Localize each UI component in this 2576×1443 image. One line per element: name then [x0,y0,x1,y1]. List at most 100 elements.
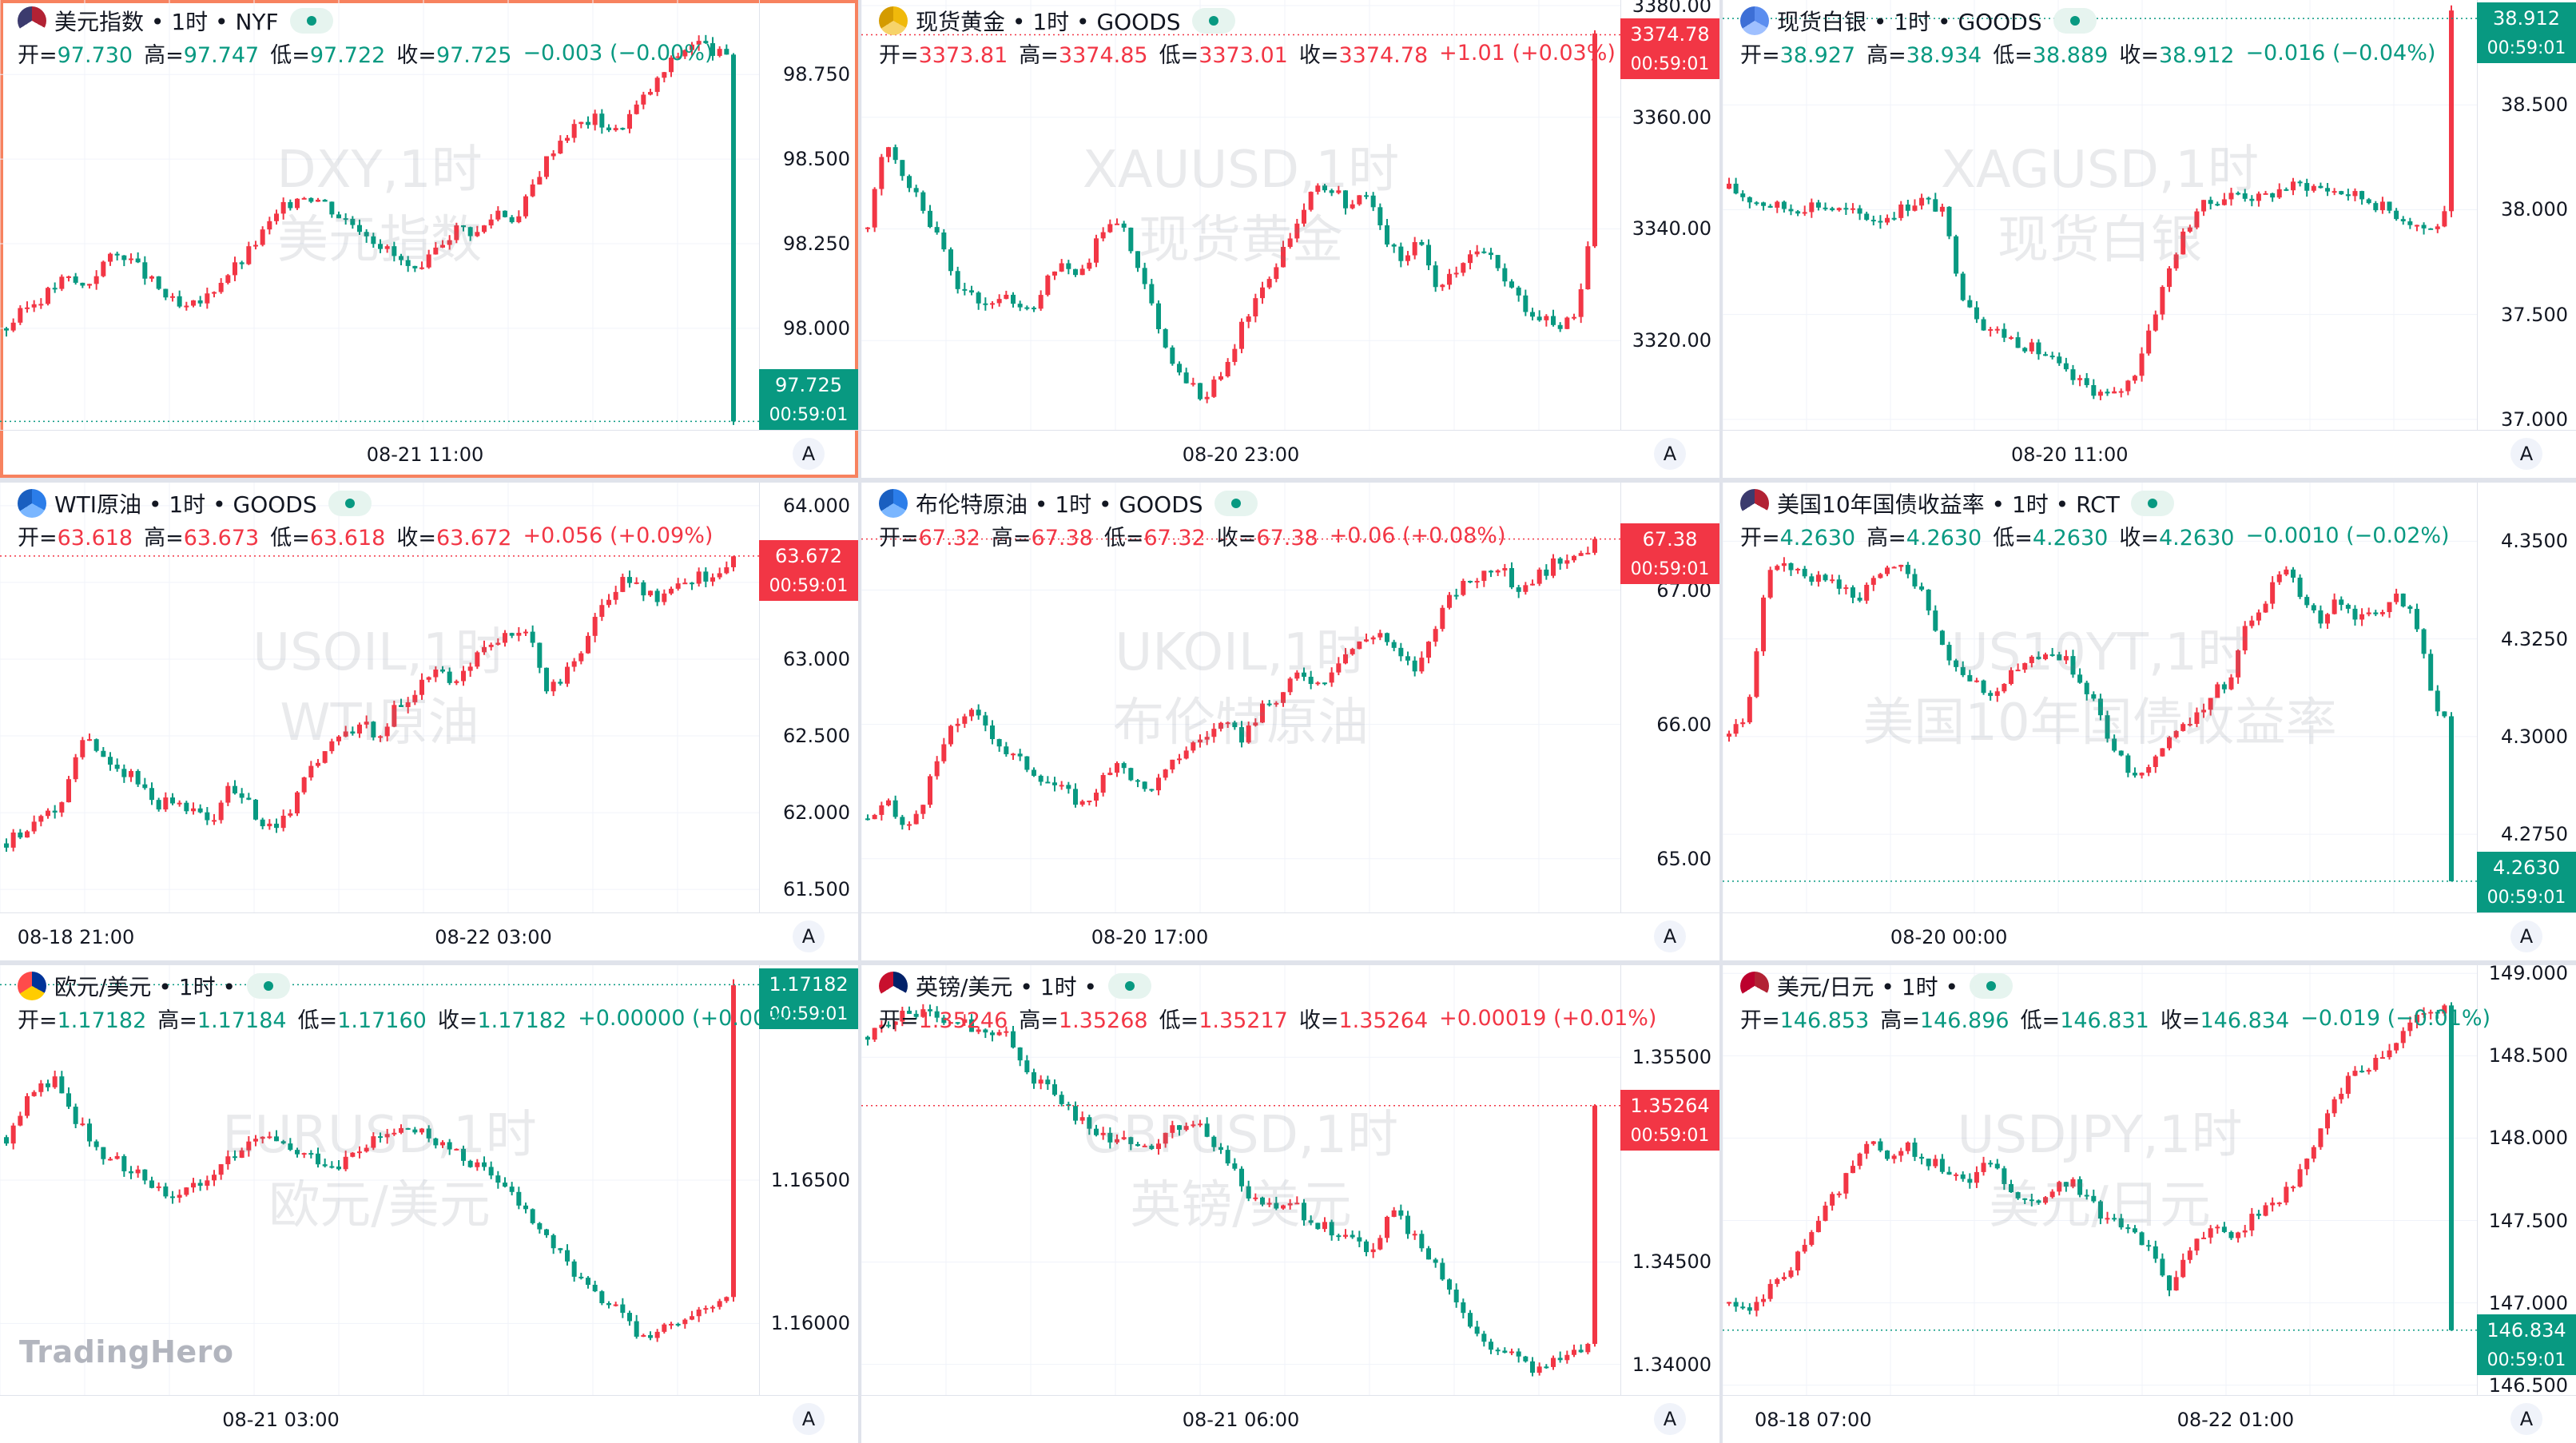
candle [1926,1159,1931,1171]
candlestick-chart[interactable] [1723,965,2477,1395]
candle [212,291,217,298]
auto-scale-button[interactable]: A [1654,920,1686,952]
chart-panel-usoil[interactable]: WTI原油 • 1时 • GOODS 开=63.618 高=63.673 低=63.6… [0,483,858,960]
time-axis[interactable]: 08-20 00:00 [1723,912,2576,960]
candle [1933,605,1938,632]
auto-scale-button[interactable]: A [2510,1403,2542,1435]
candle [1919,1153,1925,1165]
last-price-label: 1.35264 00:59:01 [1620,1089,1719,1151]
candle [461,225,466,232]
candlestick-chart[interactable] [0,0,759,430]
candle [384,1128,390,1144]
price-axis[interactable]: 149.000 148.500 148.000 147.500 147.000 146.5… [2477,965,2576,1397]
candlestick-chart[interactable] [861,0,1620,430]
auto-scale-button[interactable]: A [2510,920,2542,952]
chart-panel-eurusd[interactable]: 欧元/美元 • 1时 • 开=1.17182 高=1.17184 低=1.17160 收… [0,965,858,1443]
candle [1960,661,1966,678]
symbol-legend[interactable]: 现货黄金 • 1时 • GOODS [879,5,1235,37]
candle [613,125,618,132]
candle [93,270,99,290]
ohlc-open-value: 97.730 [57,42,133,68]
candle [1052,1079,1057,1096]
candle [2339,1087,2344,1104]
symbol-legend[interactable]: 美元/日元 • 1时 • [1740,970,2013,1002]
candle [1260,281,1265,304]
price-axis[interactable]: 4.3500 4.3250 4.3000 4.2750 [2477,483,2576,912]
candle [955,266,960,294]
candle [1107,767,1113,776]
candle [301,777,307,795]
candle [1398,242,1404,268]
candle [197,296,203,307]
candle [46,808,50,819]
candlestick-chart[interactable] [861,965,1620,1395]
candle [378,735,383,742]
ohlc-high-value: 97.747 [183,42,260,68]
price-axis[interactable]: 38.500 38.000 37.500 37.000 [2477,0,2576,431]
candle [177,800,182,807]
price-axis-tick: 148.500 [2488,1044,2568,1067]
candle [2297,180,2303,187]
candle [1994,326,2000,334]
candle [1939,630,1945,646]
candlestick-chart[interactable] [1723,0,2477,430]
candle [1128,227,1134,254]
candle [1981,1156,1986,1176]
time-axis[interactable]: 08-20 11:00 [1723,430,2576,478]
candle [274,209,279,225]
time-axis[interactable]: 08-21 06:00 [861,1395,1719,1443]
symbol-legend[interactable]: 英镑/美元 • 1时 • [879,970,1151,1002]
candlestick-chart[interactable] [0,965,759,1395]
price-axis[interactable]: 98.750 98.500 98.250 98.000 [759,0,858,430]
candle [1370,1242,1376,1258]
time-axis[interactable]: 08-20 17:00 [861,912,1719,960]
candle [1253,718,1258,727]
auto-scale-button[interactable]: A [1654,438,1686,470]
time-axis[interactable]: 08-20 23:00 [861,430,1719,478]
chart-panel-ukoil[interactable]: 布伦特原油 • 1时 • GOODS 开=67.32 高=67.38 低=67.32 收… [861,483,1719,960]
time-axis[interactable]: 08-18 21:00 08-22 03:00 [0,912,858,960]
symbol-legend[interactable]: 美元指数 • 1时 • NYF [18,5,333,37]
auto-scale-button[interactable]: A [2510,438,2542,470]
chart-panel-us10y[interactable]: 美国10年国债收益率 • 1时 • RCT 开=4.2630 高=4.2630 低=4… [1723,483,2576,960]
time-axis[interactable]: 08-21 03:00 [0,1395,858,1443]
candlestick-chart[interactable] [1723,483,2477,912]
candle [2043,652,2049,661]
candle [2414,1011,2419,1029]
chart-panel-xagusd[interactable]: 现货白银 • 1时 • GOODS 开=38.927 高=38.934 低=38.88… [1723,0,2576,478]
symbol-legend[interactable]: 布伦特原油 • 1时 • GOODS [879,487,1258,519]
candle [2015,1191,2021,1200]
candle [2187,225,2192,233]
chart-panel-xauusd[interactable]: 现货黄金 • 1时 • GOODS 开=3373.81 高=3374.85 低=337… [861,0,1719,478]
candle [578,1272,584,1280]
auto-scale-button[interactable]: A [793,1403,825,1435]
candle [2276,1202,2282,1207]
candle [357,722,362,738]
ohlc-low-label: 低= [270,42,310,68]
candlestick-chart[interactable] [861,483,1620,912]
chart-panel-dxy[interactable]: 美元指数 • 1时 • NYF 开=97.730 高=97.747 低=97.722 收… [0,0,858,478]
symbol-legend[interactable]: 欧元/美元 • 1时 • [18,970,290,1002]
price-axis[interactable]: 3380.00 3360.00 3340.00 3320.00 [1620,0,1719,430]
auto-scale-button[interactable]: A [793,920,825,952]
auto-scale-button[interactable]: A [793,438,825,470]
time-axis[interactable]: 08-21 11:00 [0,430,858,478]
time-axis[interactable]: 08-18 07:00 08-22 01:00 [1723,1395,2576,1443]
price-axis[interactable]: 1.35500 1.34500 1.34000 [1620,965,1719,1395]
candle [1815,200,1821,211]
candle [1017,300,1023,312]
symbol-legend[interactable]: 现货白银 • 1时 • GOODS [1740,5,2097,37]
symbol-legend[interactable]: 美国10年国债收益率 • 1时 • RCT [1740,487,2174,519]
price-axis[interactable]: 1.16500 1.16000 [759,965,858,1395]
candle [1447,1278,1452,1295]
candlestick-chart[interactable] [0,483,759,912]
ohlc-low: 低=3373.01 [1159,38,1288,69]
auto-scale-button[interactable]: A [1654,1403,1686,1435]
ohlc-low: 低=1.35217 [1159,1003,1288,1034]
chart-panel-usdjpy[interactable]: 美元/日元 • 1时 • 开=146.853 高=146.896 低=146.831 收… [1723,965,2576,1443]
candle [941,737,947,764]
candle [1461,578,1466,597]
symbol-legend[interactable]: WTI原油 • 1时 • GOODS [18,487,372,519]
candle [1572,1344,1576,1358]
chart-panel-gbpusd[interactable]: 英镑/美元 • 1时 • 开=1.35246 高=1.35268 低=1.35217 收… [861,965,1719,1443]
